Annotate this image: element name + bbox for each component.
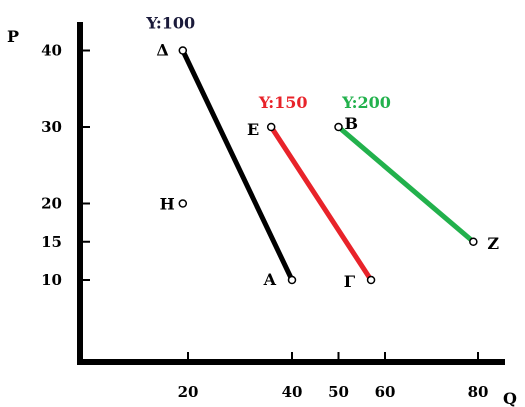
extra-point-label: H — [160, 195, 175, 214]
point-label: Δ — [156, 41, 168, 60]
point-label: E — [247, 120, 259, 139]
x-tick-label: 60 — [375, 383, 396, 401]
series-line — [268, 124, 374, 283]
series-line — [336, 124, 476, 245]
data-point — [178, 46, 188, 55]
series-line — [180, 48, 295, 283]
data-point — [266, 122, 276, 132]
y-tick-label: 10 — [41, 271, 62, 289]
series-name-label: Y:150 — [258, 93, 308, 112]
y-tick-label: 30 — [41, 118, 62, 136]
series: Δ A Y:100 E Γ Y:150 B Z Y:200 — [145, 14, 499, 292]
series-name-label: Y:200 — [341, 93, 391, 112]
data-point — [287, 275, 297, 285]
y-tick-label: 15 — [41, 233, 62, 251]
y-tick-label: 20 — [41, 195, 62, 213]
data-point — [334, 122, 343, 132]
x-tick-label: 40 — [282, 383, 303, 401]
x-tick-label: 80 — [468, 383, 489, 401]
y-tick-label: 40 — [41, 42, 62, 60]
point-label: A — [263, 270, 277, 289]
y-axis-label: P — [7, 27, 19, 46]
data-point — [366, 275, 376, 285]
x-tick-label: 20 — [178, 383, 199, 401]
data-point — [469, 237, 478, 246]
point-label: B — [345, 114, 359, 133]
point-label: Z — [487, 234, 499, 253]
extra-point — [178, 199, 188, 208]
ticks: 10 15 20 30 40 20 40 50 60 80 — [41, 42, 488, 402]
series-group: E Γ Y:150 — [247, 93, 376, 291]
series-group: B Z Y:200 — [334, 93, 499, 253]
x-axis-label: Q — [503, 389, 517, 407]
series-group: Δ A Y:100 — [145, 14, 297, 289]
extra-points: H — [160, 195, 188, 214]
series-name-label: Y:100 — [145, 14, 195, 33]
x-tick-label: 50 — [328, 383, 349, 401]
point-label: Γ — [344, 272, 356, 291]
